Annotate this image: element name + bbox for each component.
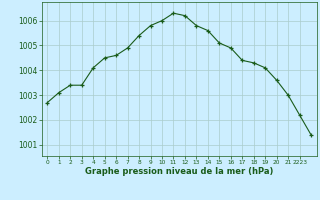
X-axis label: Graphe pression niveau de la mer (hPa): Graphe pression niveau de la mer (hPa) bbox=[85, 167, 273, 176]
